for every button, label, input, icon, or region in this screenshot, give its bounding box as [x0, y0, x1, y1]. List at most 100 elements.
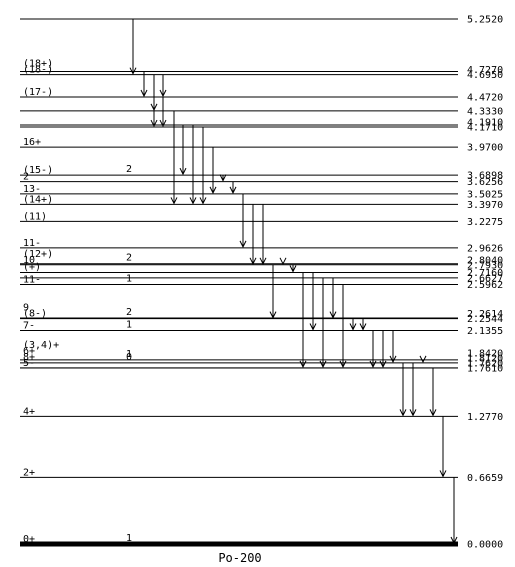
level-band: 2: [126, 253, 132, 264]
level-energy: 1.8120: [467, 353, 503, 364]
level-spin: (8-): [23, 309, 47, 320]
transition-arrowhead: [209, 186, 217, 195]
transition-arrowhead: [450, 536, 458, 545]
level-energy: 4.6950: [467, 70, 503, 81]
level-spin: 9: [23, 303, 29, 314]
level-spin: 11-: [23, 238, 41, 249]
transition-arrowhead: [419, 355, 427, 363]
level-spin: (12+): [23, 249, 53, 260]
level-energy: 4.4720: [467, 92, 503, 103]
level-energy: 3.5025: [467, 189, 503, 200]
transition-arrowhead: [129, 67, 137, 75]
transition-arrowhead: [249, 257, 257, 265]
level-spin: 2: [23, 172, 29, 183]
level-energy: 3.3970: [467, 200, 503, 211]
level-spin: (18+): [23, 59, 53, 70]
level-energy: 3.6256: [467, 177, 503, 188]
level-energy: 2.7930: [467, 260, 503, 271]
transition-arrowhead: [199, 197, 207, 205]
level-energy: 1.7610: [467, 363, 503, 374]
level-spin: 8+: [23, 352, 35, 363]
level-energy: 2.5962: [467, 280, 503, 291]
level-spin: 5-: [23, 358, 35, 369]
transition-arrowhead: [299, 360, 307, 368]
transition-arrowhead: [289, 265, 297, 273]
level-spin: (3,4)+: [23, 340, 59, 351]
transition-arrowhead: [170, 197, 178, 205]
level-energy: 2.8040: [467, 255, 503, 266]
transition-arrowhead: [259, 257, 267, 265]
level-energy: 4.3330: [467, 106, 503, 117]
transition-arrowhead: [379, 360, 387, 368]
transition-arrowhead: [389, 355, 397, 363]
transition-arrowhead: [399, 409, 407, 417]
level-energy: 4.7270: [467, 65, 503, 76]
transition-arrowhead: [339, 360, 347, 368]
transition-arrowhead: [159, 119, 167, 128]
transition-arrowhead: [179, 167, 187, 176]
transition-arrowhead: [219, 174, 227, 182]
level-spin: 0+: [23, 534, 35, 545]
transition-arrowhead: [309, 323, 317, 331]
level-spin: (14+): [23, 194, 53, 205]
transition-arrowhead: [150, 119, 158, 128]
transition-arrows: [129, 19, 458, 545]
level-band: 0: [126, 352, 132, 363]
level-spin: (18-): [23, 65, 53, 76]
level-energy: 3.6898: [467, 171, 503, 182]
level-band: 2: [126, 307, 132, 318]
transition-arrowhead: [429, 409, 437, 417]
transition-arrowhead: [359, 323, 367, 331]
transition-arrowhead: [439, 470, 447, 478]
level-energy: 2.7160: [467, 268, 503, 279]
transition-arrowhead: [319, 360, 327, 368]
level-band: 1: [126, 533, 132, 544]
level-spin: 13-: [23, 184, 41, 195]
transition-arrowhead: [239, 240, 247, 248]
level-energy: 3.9700: [467, 143, 503, 154]
level-spin: (17-): [23, 87, 53, 98]
transition-arrowhead: [229, 186, 237, 195]
transition-arrowhead: [369, 360, 377, 368]
transition-arrowhead: [140, 89, 148, 98]
level-energy: 4.1710: [467, 123, 503, 134]
level-energy: 3.2275: [467, 217, 503, 228]
level-band: 1: [126, 320, 132, 331]
level-spin: (15-): [23, 165, 53, 176]
transition-arrowhead: [329, 311, 337, 319]
transition-arrowhead: [189, 197, 197, 205]
level-energy: 4.1910: [467, 118, 503, 129]
level-energy: 1.2770: [467, 412, 503, 423]
level-spin: 6+: [23, 346, 35, 357]
level-spin: 2+: [23, 467, 35, 478]
transition-arrowhead: [349, 323, 357, 331]
level-energy: 2.2614: [467, 309, 503, 320]
level-band: 1: [126, 349, 132, 360]
level-spin: 16+: [23, 137, 41, 148]
transition-arrowhead: [279, 257, 287, 265]
level-energy: 2.9626: [467, 243, 503, 254]
level-energy: 5.2520: [467, 15, 503, 26]
level-energy: 2.1355: [467, 326, 503, 337]
level-lines: [20, 18, 458, 547]
level-energy: 2.2544: [467, 314, 503, 325]
level-band: 2: [126, 164, 132, 175]
transition-arrowhead: [159, 89, 167, 98]
level-spin: (11): [23, 211, 47, 222]
level-energy: 2.6627: [467, 273, 503, 284]
nucleus-label: Po-200: [218, 551, 261, 565]
level-energy: 1.8420: [467, 348, 503, 359]
level-labels: 5.2520 4.7270 (18+) 4.6950 (18-) 4.4720 (17-) 4…: [23, 15, 503, 551]
transition-arrowhead: [409, 409, 417, 417]
transition-arrowhead: [269, 311, 277, 319]
level-spin: 4+: [23, 406, 35, 417]
level-energy: 0.6659: [467, 473, 503, 484]
level-energy: 0.0000: [467, 540, 503, 551]
level-band: 1: [126, 273, 132, 284]
level-spin: 7-: [23, 321, 35, 332]
level-spin: 10: [23, 255, 35, 266]
level-spin: (+): [23, 262, 41, 273]
level-spin: 11-: [23, 274, 41, 285]
level-energy: 1.7620: [467, 358, 503, 369]
